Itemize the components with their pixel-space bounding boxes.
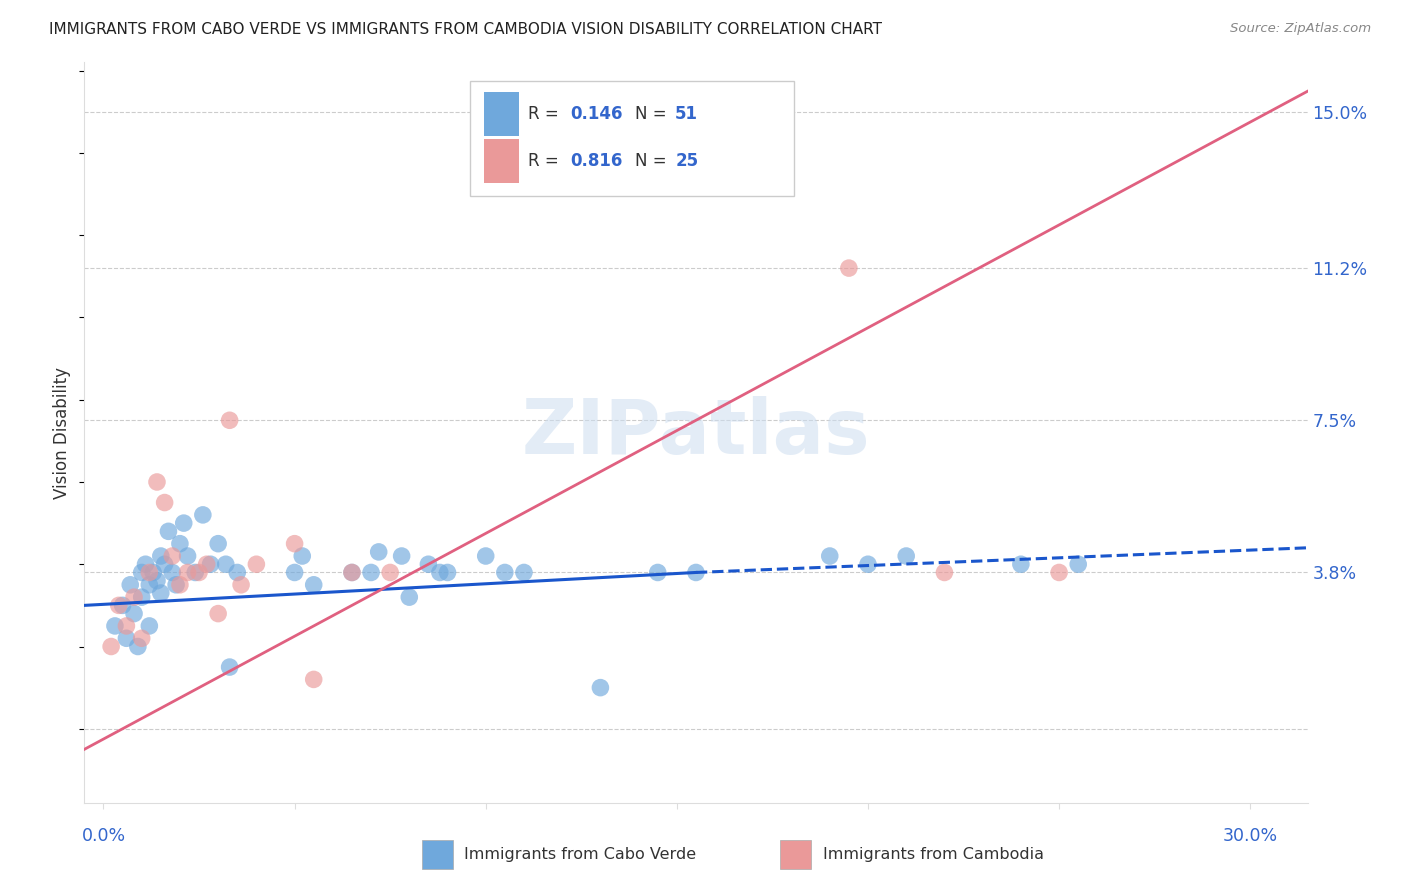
Text: Immigrants from Cambodia: Immigrants from Cambodia [823,847,1043,862]
Text: N =: N = [636,152,672,169]
Text: 0.146: 0.146 [569,105,623,123]
Point [188,566,211,580]
Point [704,137,727,152]
Point [153,558,176,572]
Point [589,681,612,695]
Point [1067,558,1090,572]
Point [146,574,169,588]
Point [122,607,145,621]
Point [157,524,180,539]
Point [302,673,325,687]
Point [149,549,172,563]
Point [360,566,382,580]
Text: 30.0%: 30.0% [1223,828,1278,846]
Text: IMMIGRANTS FROM CABO VERDE VS IMMIGRANTS FROM CAMBODIA VISION DISABILITY CORRELA: IMMIGRANTS FROM CABO VERDE VS IMMIGRANTS… [49,22,882,37]
Point [191,508,214,522]
Point [647,566,669,580]
Point [418,558,440,572]
Text: N =: N = [636,105,672,123]
Point [115,632,138,646]
Point [131,590,153,604]
Point [291,549,314,563]
Bar [484,138,519,183]
Point [169,536,191,550]
Point [149,586,172,600]
Point [838,261,860,276]
Point [340,566,363,580]
Text: ZIPatlas: ZIPatlas [522,396,870,469]
Point [184,566,207,580]
Text: Source: ZipAtlas.com: Source: ZipAtlas.com [1230,22,1371,36]
Point [494,566,516,580]
Point [120,578,142,592]
Point [176,549,198,563]
Text: 51: 51 [675,105,699,123]
Point [153,495,176,509]
Point [1010,558,1032,572]
Point [818,549,841,563]
Point [146,475,169,489]
Point [215,558,238,572]
Text: Immigrants from Cabo Verde: Immigrants from Cabo Verde [464,847,696,862]
Point [218,660,240,674]
Point [380,566,402,580]
Point [229,578,252,592]
Point [934,566,956,580]
Point [115,619,138,633]
Point [398,590,420,604]
Point [284,536,307,550]
Point [122,590,145,604]
Point [138,578,160,592]
Point [513,566,536,580]
Point [226,566,249,580]
Point [436,566,458,580]
Point [169,578,191,592]
Point [200,558,222,572]
Text: 0.816: 0.816 [569,152,623,169]
Point [131,566,153,580]
Point [367,545,389,559]
Point [685,566,707,580]
Point [162,549,184,563]
Point [856,558,879,572]
Point [207,536,229,550]
Point [142,566,165,580]
Point [173,516,195,530]
Point [138,566,160,580]
Point [127,640,149,654]
Point [391,549,413,563]
Point [131,632,153,646]
Point [340,566,363,580]
Point [138,619,160,633]
Point [218,413,240,427]
Point [896,549,918,563]
Point [107,599,129,613]
Point [1047,566,1070,580]
Point [162,566,184,580]
Point [100,640,122,654]
Text: R =: R = [529,105,564,123]
Point [195,558,218,572]
Point [176,566,198,580]
Point [111,599,134,613]
Point [429,566,451,580]
Point [135,558,157,572]
Text: 0.0%: 0.0% [82,828,125,846]
Point [302,578,325,592]
Point [104,619,127,633]
Bar [484,92,519,136]
Point [207,607,229,621]
Point [165,578,187,592]
Point [245,558,267,572]
Y-axis label: Vision Disability: Vision Disability [53,367,72,499]
FancyBboxPatch shape [470,81,794,195]
Point [474,549,496,563]
Text: 25: 25 [675,152,699,169]
Text: R =: R = [529,152,564,169]
Point [284,566,307,580]
